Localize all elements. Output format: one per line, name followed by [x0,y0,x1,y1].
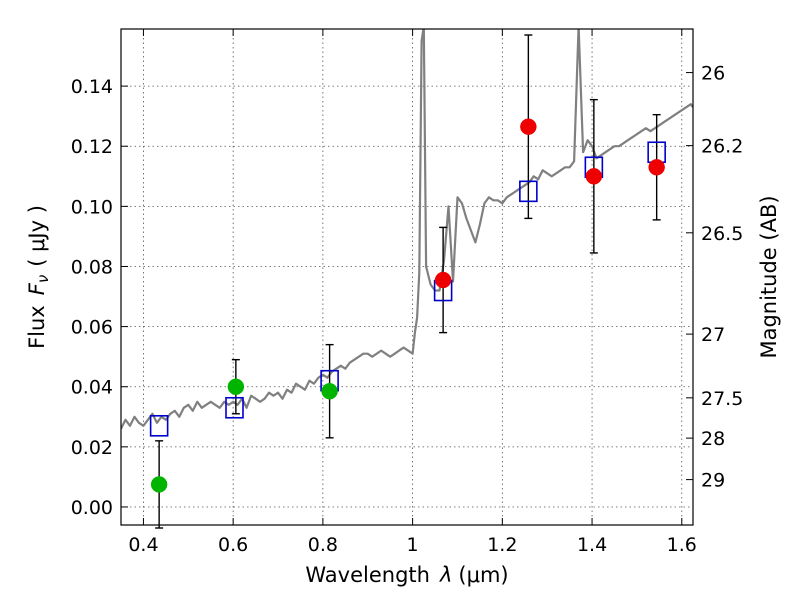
mag-tick-label: 26.2 [701,136,743,158]
y-tick-label: 0.08 [71,256,113,278]
x-tick-label: 1 [407,534,419,556]
photometry-point [585,168,603,185]
mag-tick-label: 28 [701,428,725,450]
y-tick-label: 0.06 [71,317,113,339]
x-tick-label: 0.6 [218,534,248,556]
y-axis-ticks: 0.00 0.02 0.04 0.06 0.08 0.10 0.12 0.14 [71,76,128,519]
mag-tick-label: 27.5 [701,388,743,410]
mag-tick-label: 27 [701,324,725,346]
mag-tick-label: 26.5 [701,223,743,245]
photometry-point [150,476,168,493]
error-bars [155,34,661,529]
mag-tick-label: 29 [701,470,725,492]
y-axis-label: FluxFν( μJy ) [25,205,52,349]
x-axis-label: Wavelength λ (μm) [305,563,508,587]
model-square [519,180,538,203]
y2-axis-label: Magnitude (AB) [757,195,781,358]
model-photometry-squares [149,141,666,437]
x-axis-ticks: 0.4 0.6 0.8 1 1.2 1.4 1.6 [128,29,697,556]
x-tick-label: 1.6 [667,534,697,556]
photometry-point [520,118,537,135]
photometry-point [321,382,338,400]
y-tick-label: 0.12 [71,136,113,158]
grid-lines [121,29,693,525]
mag-tick-label: 26 [701,63,725,85]
y-tick-label: 0.00 [71,497,113,519]
magnitude-axis-ticks: 26 26.2 26.5 27 27.5 28 29 [686,63,743,492]
y-tick-label: 0.02 [71,437,113,459]
model-square [225,396,244,419]
photometry-point [434,271,452,289]
y-tick-label: 0.04 [71,377,113,399]
observed-photometry-points [150,118,665,493]
x-tick-label: 1.2 [487,534,517,556]
x-tick-label: 0.4 [128,534,158,556]
photometry-point [227,378,245,395]
photometry-point [648,159,665,176]
plot-frame [120,28,694,526]
model-square [149,414,169,437]
y-tick-label: 0.10 [71,196,113,218]
x-tick-label: 1.4 [577,534,607,556]
x-tick-label: 0.8 [308,534,338,556]
y-tick-label: 0.14 [71,76,113,98]
